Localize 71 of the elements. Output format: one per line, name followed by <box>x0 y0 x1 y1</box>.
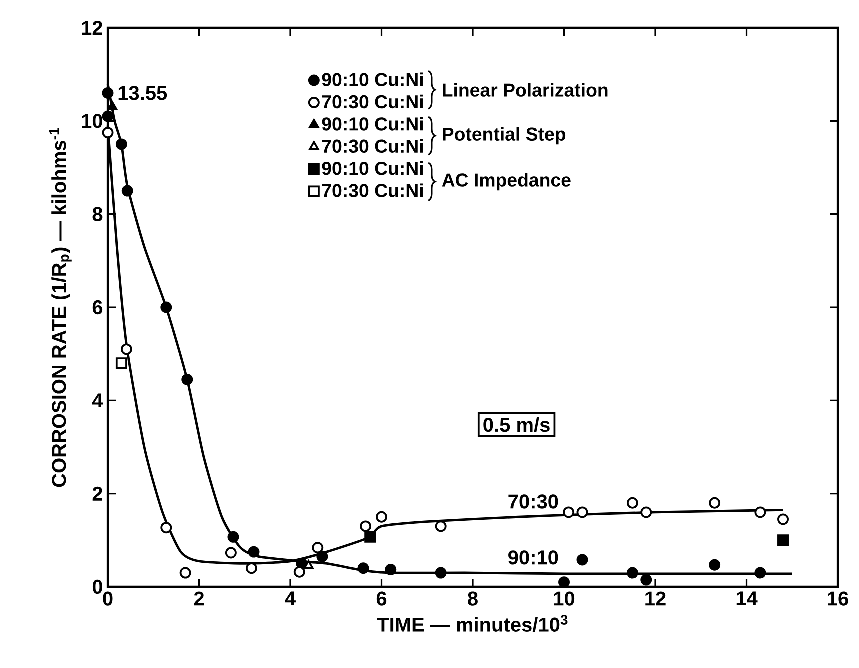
point <box>576 506 588 518</box>
point <box>364 531 376 543</box>
x-axis-title: TIME — minutes/10$^{3}$ <box>377 615 568 632</box>
point <box>225 547 237 559</box>
point <box>316 550 328 562</box>
point <box>563 506 575 518</box>
point <box>160 522 172 534</box>
point <box>228 531 240 543</box>
point <box>294 566 306 578</box>
annotation: Linear Polarization <box>443 83 608 97</box>
point <box>576 554 588 566</box>
point <box>754 567 766 579</box>
y-tick-label: 8 <box>92 207 103 222</box>
point <box>360 520 372 532</box>
point <box>385 564 397 576</box>
point <box>358 562 370 574</box>
x-tick-label: 10 <box>554 592 575 606</box>
y-tick-label: 10 <box>82 114 102 128</box>
point <box>312 542 324 554</box>
annotation: 0.5 m/s <box>484 417 550 432</box>
point <box>778 534 789 546</box>
point <box>640 574 652 586</box>
point <box>626 567 638 579</box>
x-tick-label: 14 <box>736 592 758 606</box>
point <box>435 520 447 532</box>
y-tick-label: 4 <box>92 394 104 408</box>
point <box>640 506 652 518</box>
point <box>626 497 638 509</box>
point <box>558 576 570 588</box>
point <box>778 514 789 526</box>
x-tick-label: 2 <box>194 592 204 606</box>
point <box>102 127 114 139</box>
point <box>102 110 114 122</box>
x-tick-label: 6 <box>376 592 387 606</box>
point <box>376 511 388 523</box>
legend-label: 70:30 Cu:Ni <box>322 94 423 109</box>
point <box>709 559 721 571</box>
point <box>304 560 314 570</box>
legend-label: 90:10 Cu:Ni <box>322 72 423 86</box>
series-label: 90:10 <box>508 550 558 565</box>
legend-label: 90:10 Cu:Ni <box>322 117 423 131</box>
legend-label: 70:30 Cu:Ni <box>322 139 423 154</box>
annotation: 13.55 <box>118 86 168 100</box>
legend-label: 70:30 Cu:Ni <box>322 184 423 198</box>
point <box>709 497 721 509</box>
point <box>122 185 134 197</box>
x-tick-label: 16 <box>828 592 848 606</box>
annotation: AC Impedance <box>442 173 571 191</box>
y-tick-label: 6 <box>92 300 103 315</box>
legend-label: 90:10 Cu:Ni <box>322 162 423 176</box>
x-tick-label: 12 <box>646 592 666 606</box>
point <box>107 101 118 111</box>
y-tick-label: 2 <box>92 486 102 501</box>
point <box>182 374 194 386</box>
point <box>102 87 114 99</box>
point <box>116 358 128 370</box>
point <box>120 344 132 356</box>
point <box>435 567 447 579</box>
y-tick-label: 12 <box>82 21 102 35</box>
series-label: 70:30 <box>508 494 558 509</box>
point <box>248 546 260 558</box>
y-tick-label: 0 <box>92 580 102 594</box>
point <box>116 138 128 150</box>
y-axis-title: CORROSION RATE (1/R$_{p}$) — kilohms$^{-1}$ <box>50 128 72 488</box>
point <box>160 302 172 314</box>
annotation: Potential Step <box>443 127 566 145</box>
x-tick-label: 8 <box>468 592 478 606</box>
point <box>754 506 766 518</box>
point <box>180 567 192 579</box>
x-tick-label: 4 <box>285 592 296 606</box>
x-tick-label: 0 <box>103 592 113 606</box>
